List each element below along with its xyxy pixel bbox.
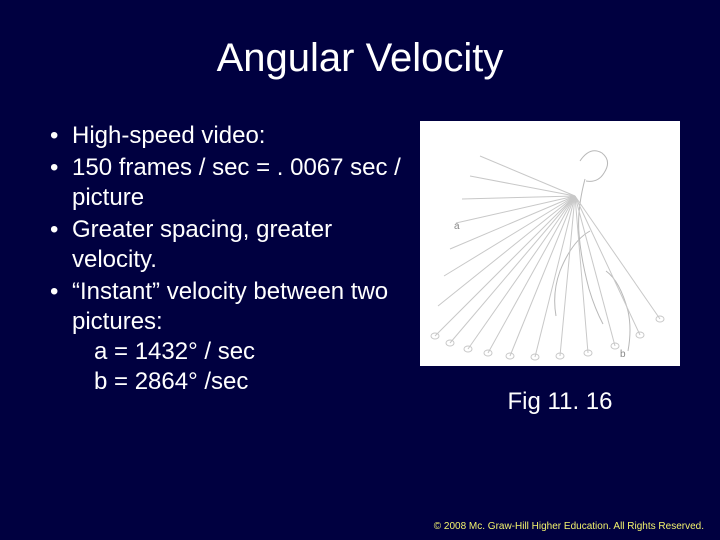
bullet-text: Greater spacing, greater velocity. bbox=[72, 216, 332, 273]
bullet-subline: a = 1432° / sec bbox=[72, 337, 410, 367]
bullet-item: 150 frames / sec = . 0067 sec / picture bbox=[50, 153, 410, 213]
bullet-list: High-speed video: 150 frames / sec = . 0… bbox=[50, 121, 410, 416]
slide-title: Angular Velocity bbox=[0, 0, 720, 81]
bullet-text: “Instant” velocity between two pictures: bbox=[72, 278, 388, 335]
bullet-subline: b = 2864° /sec bbox=[72, 367, 410, 397]
bullet-item: High-speed video: bbox=[50, 121, 410, 151]
bullet-text: 150 frames / sec = . 0067 sec / picture bbox=[72, 154, 401, 211]
figure-label-a: a bbox=[454, 221, 460, 232]
figure-label-b: b bbox=[620, 349, 626, 360]
content-area: High-speed video: 150 frames / sec = . 0… bbox=[0, 81, 720, 416]
bullet-text: High-speed video: bbox=[72, 122, 265, 149]
bullet-item: “Instant” velocity between two pictures:… bbox=[50, 277, 410, 397]
bullet-item: Greater spacing, greater velocity. bbox=[50, 215, 410, 275]
figure-column: a b Fig 11. 16 bbox=[410, 121, 680, 416]
figure-caption: Fig 11. 16 bbox=[488, 388, 613, 416]
copyright-text: © 2008 Mc. Graw-Hill Higher Education. A… bbox=[434, 521, 704, 532]
golf-swing-figure: a b bbox=[420, 121, 680, 366]
